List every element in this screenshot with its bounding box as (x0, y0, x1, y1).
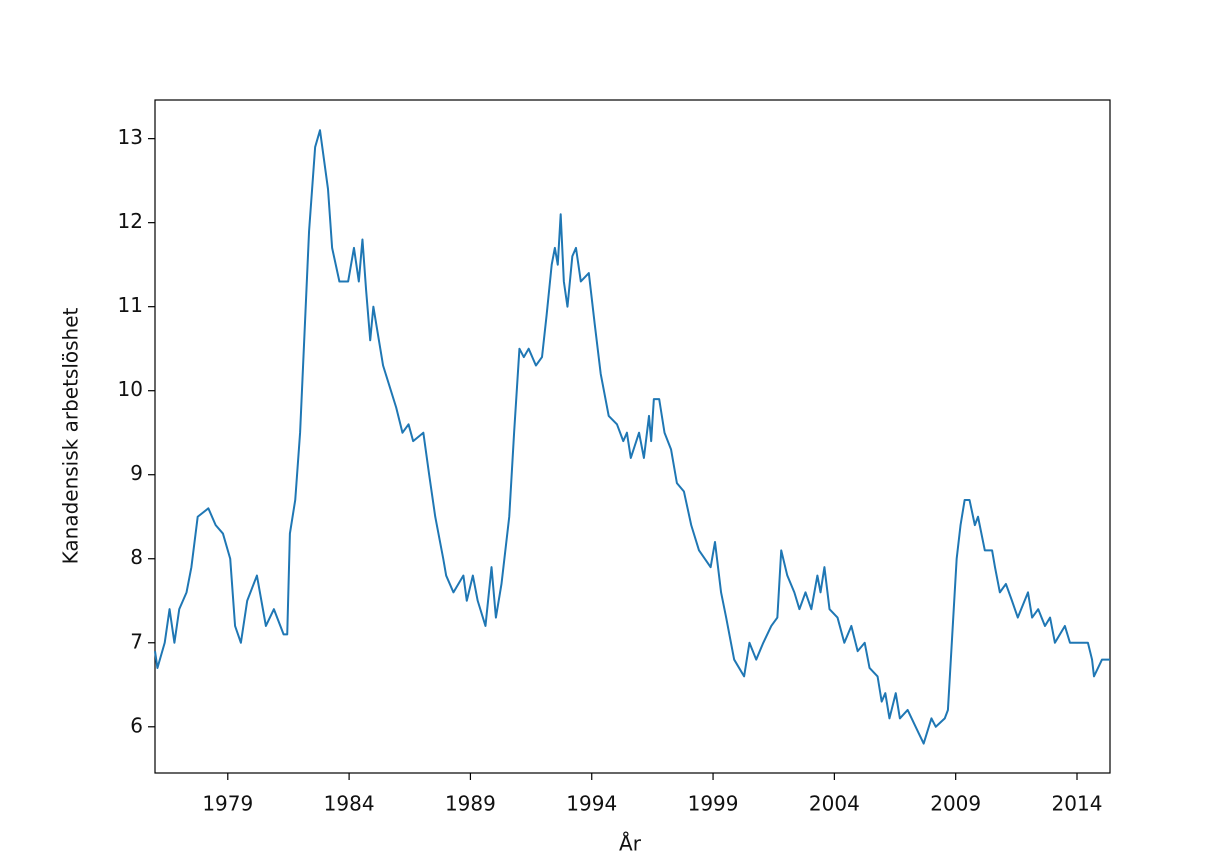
y-tick-label: 11 (118, 293, 143, 317)
x-tick-label: 1994 (566, 792, 617, 816)
y-axis-label: Kanadensisk arbetslöshet (59, 307, 83, 564)
y-tick-label: 12 (118, 209, 143, 233)
x-tick-label: 2014 (1052, 792, 1103, 816)
y-tick-label: 10 (118, 377, 143, 401)
y-tick-label: 7 (130, 629, 143, 653)
x-tick-label: 2009 (930, 792, 981, 816)
y-tick-label: 13 (118, 125, 143, 149)
plot-frame (154, 99, 1111, 774)
x-axis-label: År (619, 832, 642, 856)
x-tick-label: 2004 (809, 792, 860, 816)
data-line (154, 129, 1110, 745)
x-tick-label: 1984 (324, 792, 375, 816)
x-tick-label: 1979 (202, 792, 253, 816)
x-tick-label: 1989 (445, 792, 496, 816)
y-tick-label: 9 (130, 461, 143, 485)
y-tick-label: 8 (130, 545, 143, 569)
y-tick-label: 6 (130, 713, 143, 737)
x-tick-label: 1999 (688, 792, 739, 816)
